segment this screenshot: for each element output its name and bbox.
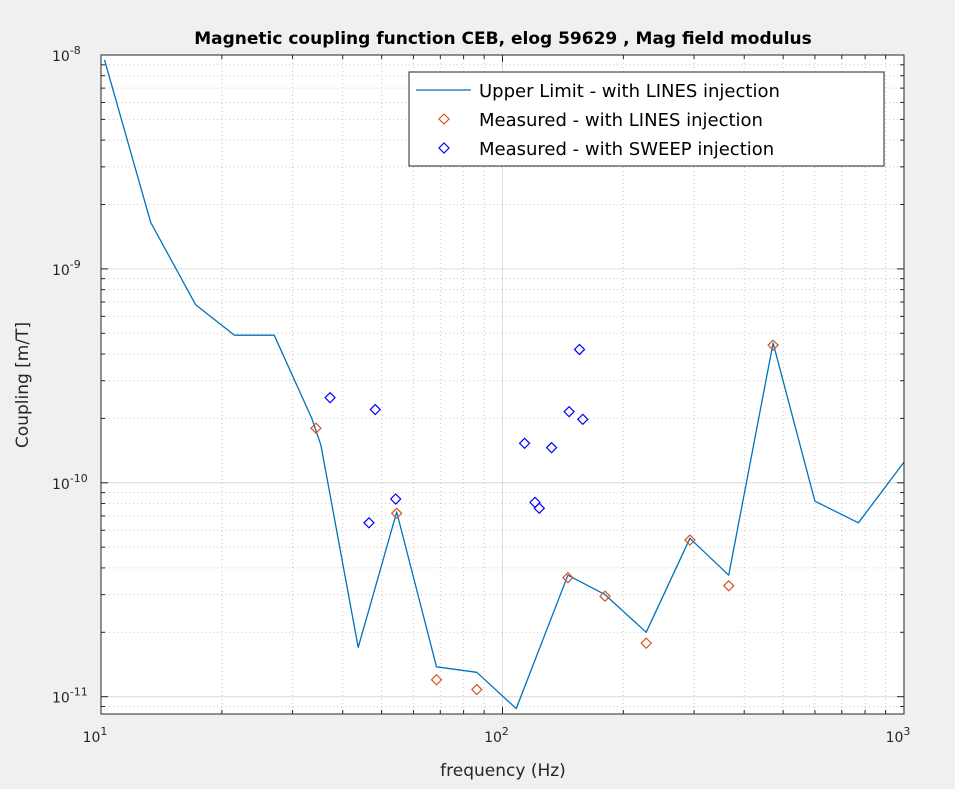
legend-label: Measured - with SWEEP injection <box>479 139 774 160</box>
data-point <box>576 413 589 426</box>
data-point <box>369 403 382 416</box>
tick-base: 10 <box>886 730 904 746</box>
x-tick-label: 102 <box>484 725 509 746</box>
tick-base: 10 <box>52 263 70 279</box>
tick-base: 10 <box>52 477 70 493</box>
y-tick-label: 10-9 <box>52 258 81 279</box>
data-point <box>545 441 558 454</box>
legend-item: Upper Limit - with LINES injection <box>416 81 780 102</box>
tick-exponent: -11 <box>70 686 88 699</box>
tick-exponent: -9 <box>70 258 81 271</box>
axes <box>100 54 905 715</box>
x-tick-label: 103 <box>886 725 911 746</box>
series-line <box>103 59 905 710</box>
tick-exponent: 2 <box>502 725 509 738</box>
data-point <box>363 516 375 529</box>
chart-title: Magnetic coupling function CEB, elog 596… <box>194 29 812 49</box>
series-2 <box>310 339 779 696</box>
legend-item: Measured - with LINES injection <box>438 110 763 131</box>
data-point <box>470 683 483 696</box>
data-point <box>767 339 779 352</box>
data-point <box>722 579 735 592</box>
data-point <box>310 422 322 435</box>
tick-exponent: 3 <box>903 725 910 738</box>
data-point <box>533 502 546 515</box>
legend-item: Measured - with SWEEP injection <box>438 139 774 160</box>
tick-base: 10 <box>83 730 101 746</box>
y-tick-label: 10-8 <box>52 44 81 65</box>
data-point <box>324 391 336 404</box>
legend-label: Measured - with LINES injection <box>479 110 763 131</box>
series-layer <box>103 59 905 710</box>
y-axis-label: Coupling [m/T] <box>13 322 33 448</box>
tick-exponent: 1 <box>100 725 107 738</box>
tick-base: 10 <box>52 691 70 707</box>
legend-marker-swatch <box>438 142 450 154</box>
data-point <box>389 493 402 505</box>
data-point <box>390 507 403 520</box>
legend-box <box>408 71 885 167</box>
tick-exponent: -10 <box>70 472 88 485</box>
legend: Upper Limit - with LINES injection Measur… <box>408 71 885 167</box>
data-point <box>563 405 575 418</box>
y-tick-label: 10-11 <box>52 686 88 707</box>
x-axis-label: frequency (Hz) <box>440 761 566 781</box>
legend-label: Upper Limit - with LINES injection <box>479 81 780 102</box>
tick-base: 10 <box>52 49 70 65</box>
tick-base: 10 <box>484 730 502 746</box>
tick-exponent: -8 <box>70 44 81 57</box>
data-point <box>430 673 443 686</box>
y-tick-label: 10-10 <box>52 472 88 493</box>
data-point <box>684 534 696 546</box>
data-point <box>599 590 611 603</box>
data-point <box>562 571 574 584</box>
series-3 <box>324 343 589 529</box>
legend-marker-swatch <box>438 113 450 125</box>
series-1 <box>103 59 905 710</box>
data-point <box>573 343 586 356</box>
data-point <box>640 637 653 649</box>
x-tick-label: 101 <box>83 725 108 746</box>
data-point <box>518 437 531 450</box>
